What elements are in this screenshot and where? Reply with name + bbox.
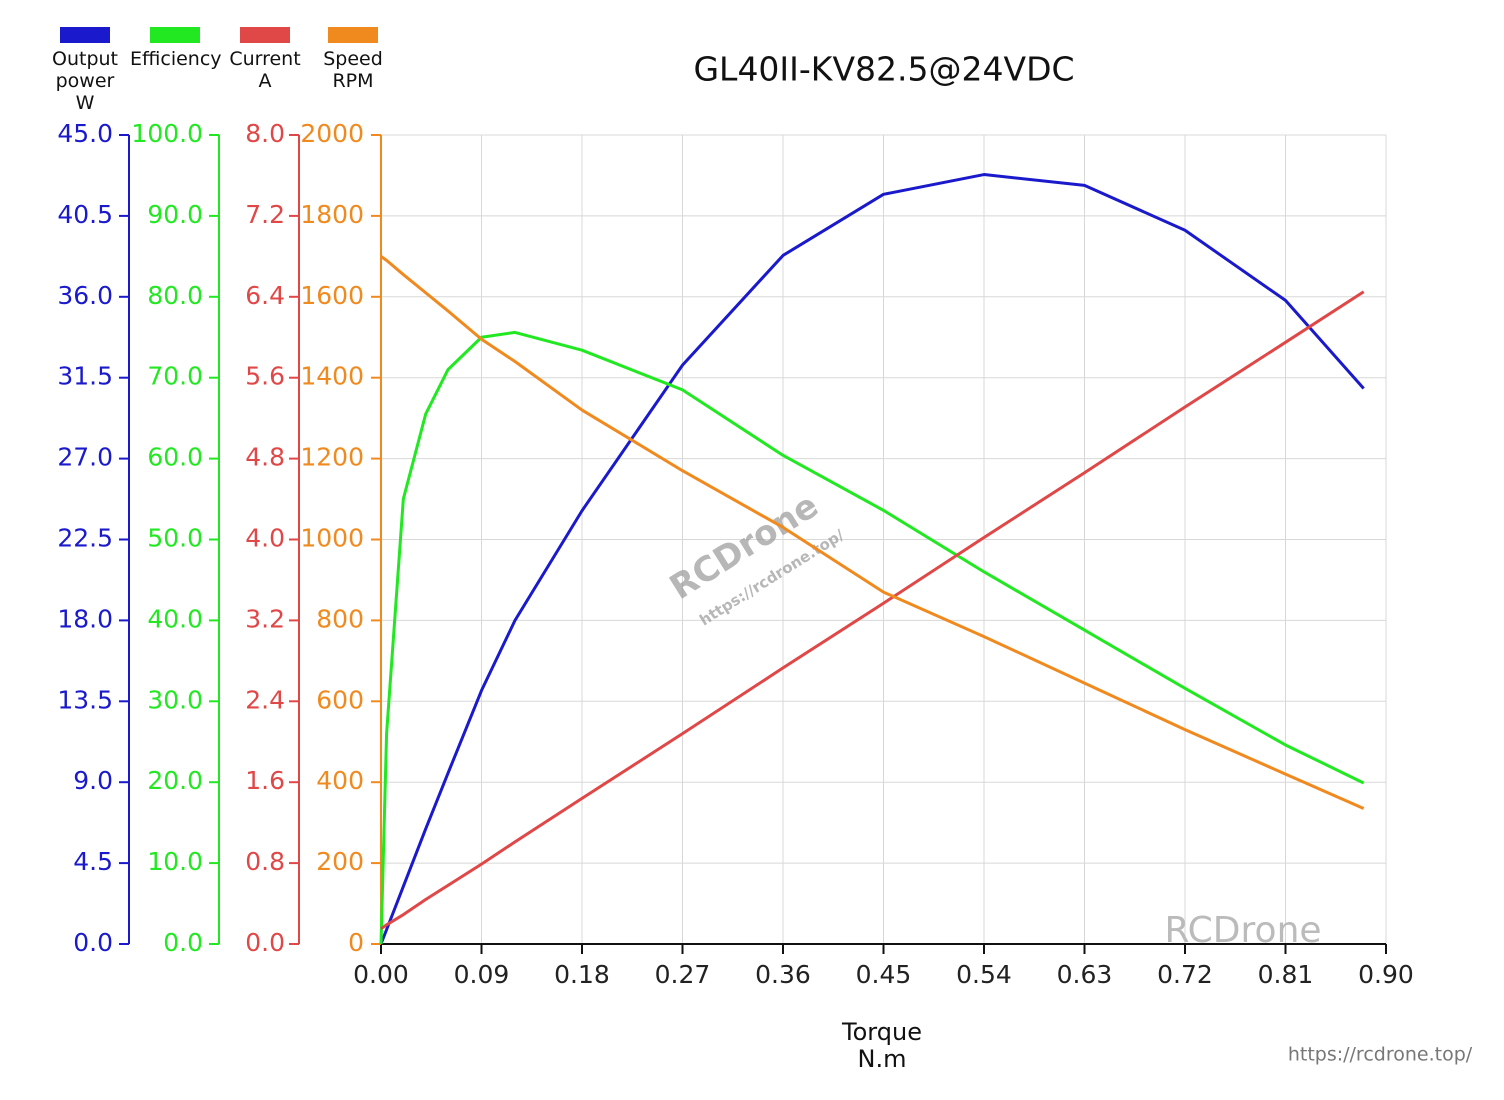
x-tick-label: 0.54 bbox=[956, 960, 1012, 989]
y-tick-label: 200 bbox=[316, 847, 364, 876]
y-tick-label: 70.0 bbox=[147, 362, 203, 391]
x-tick-label: 0.36 bbox=[755, 960, 811, 989]
y-tick-label: 1.6 bbox=[245, 766, 285, 795]
y-tick-label: 1400 bbox=[300, 362, 364, 391]
x-axis-label: Torque N.m bbox=[841, 1018, 922, 1073]
y-tick-label: 7.2 bbox=[245, 200, 285, 229]
y-tick-label: 3.2 bbox=[245, 604, 285, 633]
y-tick-label: 27.0 bbox=[57, 443, 113, 472]
y-tick-label: 6.4 bbox=[245, 281, 285, 310]
y-tick-label: 100.0 bbox=[131, 119, 203, 148]
x-tick-label: 0.63 bbox=[1057, 960, 1113, 989]
y-tick-label: 600 bbox=[316, 685, 364, 714]
legend-label: Current A bbox=[229, 48, 301, 92]
legend-label: Output power W bbox=[52, 48, 118, 114]
y-tick-label: 1800 bbox=[300, 200, 364, 229]
y-tick-label: 40.0 bbox=[147, 604, 203, 633]
series-line bbox=[379, 173, 1365, 945]
y-tick-label: 800 bbox=[316, 604, 364, 633]
x-tick-label: 0.81 bbox=[1258, 960, 1314, 989]
y-tick-label: 1000 bbox=[300, 524, 364, 553]
x-tick-label: 0.18 bbox=[554, 960, 610, 989]
y-tick-label: 0.8 bbox=[245, 847, 285, 876]
y-tick-label: 80.0 bbox=[147, 281, 203, 310]
y-tick-label: 18.0 bbox=[57, 604, 113, 633]
legend-label: Efficiency bbox=[130, 48, 222, 70]
y-tick-label: 13.5 bbox=[57, 685, 113, 714]
y-tick-label: 50.0 bbox=[147, 524, 203, 553]
y-tick-label: 1600 bbox=[300, 281, 364, 310]
y-tick-label: 20.0 bbox=[147, 766, 203, 795]
y-tick-label: 4.8 bbox=[245, 443, 285, 472]
y-tick-label: 0 bbox=[348, 928, 364, 957]
y-tick-label: 2.4 bbox=[245, 685, 285, 714]
y-tick-label: 0.0 bbox=[73, 928, 113, 957]
y-tick-label: 0.0 bbox=[163, 928, 203, 957]
chart-title: GL40II-KV82.5@24VDC bbox=[693, 50, 1074, 89]
y-tick-label: 10.0 bbox=[147, 847, 203, 876]
y-tick-label: 30.0 bbox=[147, 685, 203, 714]
legend-swatch bbox=[60, 27, 110, 43]
y-tick-label: 2000 bbox=[300, 119, 364, 148]
x-tick-label: 0.45 bbox=[856, 960, 912, 989]
series-line bbox=[379, 330, 1365, 945]
y-tick-label: 40.5 bbox=[57, 200, 113, 229]
x-axis-label-line: N.m bbox=[858, 1045, 907, 1073]
series-line bbox=[380, 290, 1365, 931]
y-tick-label: 31.5 bbox=[57, 362, 113, 391]
y-tick-label: 45.0 bbox=[57, 119, 113, 148]
x-tick-label: 0.09 bbox=[454, 960, 510, 989]
y-tick-label: 60.0 bbox=[147, 443, 203, 472]
y-tick-label: 4.0 bbox=[245, 524, 285, 553]
y-tick-label: 9.0 bbox=[73, 766, 113, 795]
y-tick-label: 1200 bbox=[300, 443, 364, 472]
y-tick-label: 0.0 bbox=[245, 928, 285, 957]
y-tick-label: 36.0 bbox=[57, 281, 113, 310]
x-tick-label: 0.90 bbox=[1358, 960, 1414, 989]
legend-swatch bbox=[240, 27, 290, 43]
y-tick-label: 5.6 bbox=[245, 362, 285, 391]
x-tick-label: 0.00 bbox=[353, 960, 409, 989]
y-tick-label: 8.0 bbox=[245, 119, 285, 148]
series-line bbox=[380, 255, 1365, 810]
legend-swatch bbox=[150, 27, 200, 43]
x-axis-label-line: Torque bbox=[841, 1018, 922, 1046]
watermark: RCDrone bbox=[1164, 910, 1321, 951]
x-tick-label: 0.27 bbox=[655, 960, 711, 989]
y-tick-label: 4.5 bbox=[73, 847, 113, 876]
legend-label: Speed RPM bbox=[323, 48, 383, 92]
x-tick-label: 0.72 bbox=[1157, 960, 1213, 989]
y-tick-label: 90.0 bbox=[147, 200, 203, 229]
y-tick-label: 400 bbox=[316, 766, 364, 795]
watermark: https://rcdrone.top/ bbox=[1288, 1044, 1473, 1066]
legend-swatch bbox=[328, 27, 378, 43]
y-tick-label: 22.5 bbox=[57, 524, 113, 553]
